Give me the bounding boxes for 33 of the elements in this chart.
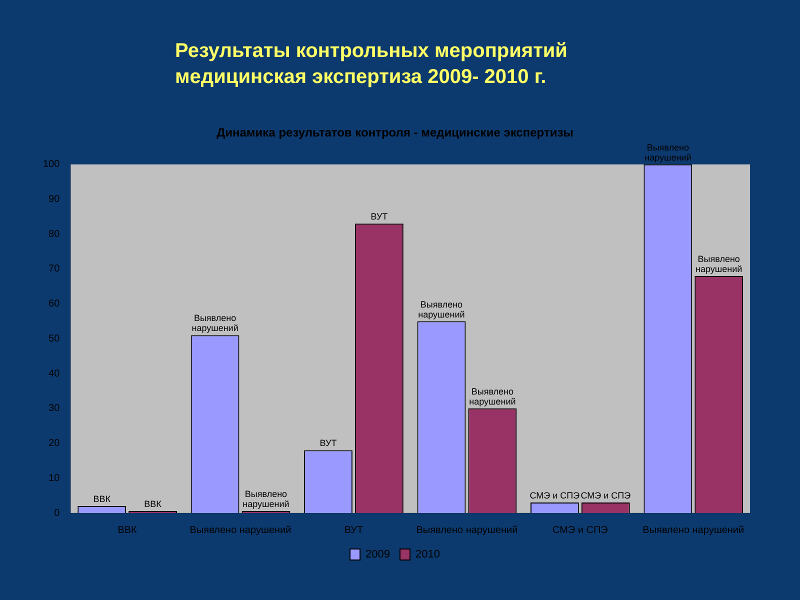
data-label: Выявлено нарушений: [644, 142, 692, 162]
y-tick-label: 90: [48, 194, 60, 206]
chart-subtitle: Динамика результатов контроля - медицинские экспертизы: [216, 126, 574, 140]
data-label: Выявлено нарушений: [696, 254, 742, 274]
x-tick-label: СМЭ и СПЭ: [552, 524, 608, 536]
data-label: ВВК: [144, 498, 162, 509]
y-tick-label: 10: [48, 472, 60, 484]
x-tick-label: Выявлено нарушений: [642, 524, 744, 536]
data-label: Выявлено нарушений: [192, 313, 238, 334]
y-tick-label: 80: [48, 228, 60, 240]
y-tick-label: 50: [48, 333, 60, 344]
y-tick-label: 40: [48, 368, 60, 380]
data-label: СМЭ и СПЭ: [530, 490, 580, 501]
x-tick-label: Выявлено нарушений: [190, 524, 292, 536]
y-tick-label: 30: [48, 403, 60, 414]
legend-label: 2010: [416, 548, 440, 561]
chart-title: Результаты контрольных мероприятий медицинская экспертиза 2009- 2010 г.: [175, 39, 568, 90]
y-tick-label: 100: [42, 159, 60, 170]
y-tick-label: 0: [54, 508, 60, 519]
x-tick-label: ВВК: [118, 524, 138, 536]
data-label: ВВК: [93, 494, 112, 504]
data-label: Выявлено нарушений: [469, 386, 516, 406]
y-tick-label: 60: [48, 298, 60, 310]
y-tick-label: 70: [48, 264, 60, 275]
data-label: СМЭ и СПЭ: [580, 490, 632, 501]
legend-label: 2009: [366, 548, 390, 561]
data-label: Выявлено нарушений: [242, 488, 290, 509]
data-label: Выявлено нарушений: [418, 299, 465, 320]
y-tick-label: 20: [48, 438, 60, 450]
data-label: ВУТ: [320, 438, 338, 448]
data-label: ВУТ: [370, 212, 388, 222]
x-tick-label: ВУТ: [344, 524, 364, 536]
x-tick-label: Выявлено нарушений: [416, 524, 518, 536]
